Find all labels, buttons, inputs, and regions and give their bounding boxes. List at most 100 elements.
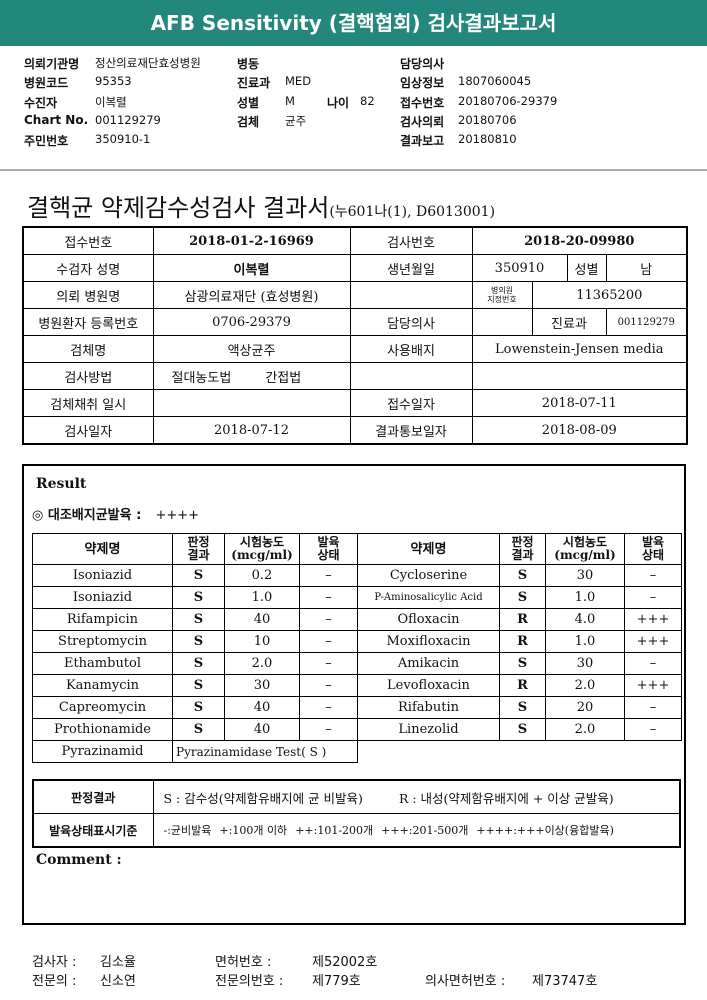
drug-name: Prothionamide: [32, 718, 173, 741]
cell: 검체명: [22, 335, 154, 363]
result: S: [172, 564, 225, 587]
column-header: 발육 상태: [299, 533, 358, 565]
drug-name: Levofloxacin: [357, 674, 500, 697]
drug-row: Prothionamide S 40– Linezolid S 2.0–: [32, 718, 682, 741]
drug-name: Isoniazid: [32, 586, 173, 609]
growth: –: [624, 718, 682, 741]
result: R: [499, 674, 546, 697]
patient-table: 접수번호 2018-01-2-16969 검사번호 2018-20-09980 수검자…: [22, 226, 689, 445]
drug-row: Ethambutol S 2.0– Amikacin S 30–: [32, 652, 682, 675]
growth: –: [299, 652, 358, 675]
row: 병원환자 등록번호 0706-29379 담당의사 진료과 001129279: [22, 308, 688, 336]
cell: 350910: [471, 254, 568, 282]
cell: 진료과: [531, 308, 607, 336]
column-header: 판정 결과: [499, 533, 546, 565]
drug-name: Cycloserine: [357, 564, 500, 587]
separator: [0, 169, 707, 171]
element: 판정결과 S : 감수성(약제함유배지에 균 비발육) R : 내성(약제함유배지에…: [32, 779, 681, 848]
info-label: 성별: [237, 95, 260, 110]
growth: +++: [624, 674, 682, 697]
footer-value: 제52002호: [312, 955, 378, 970]
info-label: 검사의뢰: [400, 114, 445, 129]
legend-item: ++:101-200개: [295, 824, 374, 837]
row: 의뢰 병원명 삼광의료재단 (효성병원) 병의원 지정번호 11365200: [22, 281, 688, 309]
footer-value: 신소연: [100, 974, 136, 989]
legend-items: -:균비발육 +:100개 이하 ++:101-200개 +++:201-500개 ++…: [152, 813, 681, 848]
column-header: 시험농도 (mcg/ml): [545, 533, 625, 565]
legend-item: ++++:+++이상(융합발육): [476, 824, 614, 837]
info-label: 의뢰기관명: [24, 57, 80, 71]
cell: [471, 362, 688, 390]
cell: 액상균주: [152, 335, 351, 363]
result: R: [499, 608, 546, 631]
cell: 담당의사: [349, 308, 473, 336]
drug-name: Capreomycin: [32, 696, 173, 719]
cell: 성별: [566, 254, 607, 282]
cell: 검체채취 일시: [22, 389, 154, 417]
header-title: AFB Sensitivity (결핵협회) 검사결과보고서: [0, 0, 707, 46]
legend-items: S : 감수성(약제함유배지에 균 비발육) R : 내성(약제함유배지에 + 이…: [152, 779, 681, 814]
info-label: 임상정보: [400, 76, 445, 91]
growth: –: [624, 586, 682, 609]
concentration: 4.0: [545, 608, 625, 631]
result: S: [172, 630, 225, 653]
drug-name: Rifampicin: [32, 608, 173, 631]
legend-item: -:균비발육: [163, 824, 212, 837]
legend-item: S : 감수성(약제함유배지에 균 비발육): [163, 790, 363, 806]
result: S: [499, 652, 546, 675]
info-label: 병동: [237, 57, 260, 71]
row: 수검자 성명 이복렬 생년월일 350910 성별 남: [22, 254, 688, 282]
control-label: ◎ 대조배지균발육 :: [32, 508, 142, 523]
concentration: 10: [224, 630, 300, 653]
info-value: 정산의료재단효성병원: [95, 56, 201, 70]
cell: 2018-08-09: [471, 416, 688, 445]
drug-name: Rifabutin: [357, 696, 500, 719]
result: S: [172, 696, 225, 719]
concentration: 1.0: [545, 586, 625, 609]
cell: [152, 389, 351, 417]
row: 검체채취 일시 접수일자 2018-07-11: [22, 389, 688, 417]
footer-value: 김소율: [100, 955, 136, 970]
info-value: 001129279: [95, 112, 161, 127]
info-value: 95353: [95, 74, 132, 89]
control-value: ++++: [155, 508, 200, 523]
footer-value: 제779호: [312, 974, 361, 989]
column-header: 약제명: [357, 533, 500, 565]
legend-label: 발육상태표시기준: [32, 813, 154, 848]
drug-name: Kanamycin: [32, 674, 173, 697]
growth: –: [299, 696, 358, 719]
growth: +++: [624, 608, 682, 631]
drug-name: Streptomycin: [32, 630, 173, 653]
info-value: 350910-1: [95, 132, 151, 147]
row: 접수번호 2018-01-2-16969 검사번호 2018-20-09980: [22, 226, 688, 255]
cell: 2018-07-12: [152, 416, 351, 445]
info-value: 82: [360, 93, 375, 108]
cell: 사용배지: [349, 335, 473, 363]
drug-name: Moxifloxacin: [357, 630, 500, 653]
cell: 검사방법: [22, 362, 154, 390]
footer-value: 제73747호: [532, 974, 598, 989]
concentration: 30: [545, 564, 625, 587]
footer-label: 의사면허번호 :: [425, 974, 506, 989]
drug-name: P-Aminosalicylic Acid: [357, 586, 500, 609]
cell: 절대농도법 간접법: [152, 362, 351, 390]
legend-row: 발육상태표시기준 -:균비발육 +:100개 이하 ++:101-200개 +++:20…: [32, 813, 681, 848]
legend-row: 판정결과 S : 감수성(약제함유배지에 균 비발육) R : 내성(약제함유배지에…: [32, 779, 681, 814]
footer-label: 면허번호 :: [215, 955, 272, 970]
drug-name: Ethambutol: [32, 652, 173, 675]
info-label: 나이: [327, 95, 350, 110]
cell: 병의원 지정번호: [471, 281, 533, 309]
concentration: 2.0: [545, 718, 625, 741]
result: S: [499, 696, 546, 719]
footer-label: 전문의번호 :: [215, 974, 284, 989]
info-value: 20180706: [458, 112, 517, 127]
element: 절대농도법: [171, 370, 232, 386]
growth: –: [299, 674, 358, 697]
drug-row: Isoniazid S 1.0– P-Aminosalicylic Acid S 1.0–: [32, 586, 682, 609]
info-value: 균주: [285, 113, 307, 128]
comment-label: Comment :: [36, 852, 122, 868]
growth: +++: [624, 630, 682, 653]
info-value: 20180810: [458, 132, 517, 147]
cell: 11365200: [531, 281, 688, 309]
